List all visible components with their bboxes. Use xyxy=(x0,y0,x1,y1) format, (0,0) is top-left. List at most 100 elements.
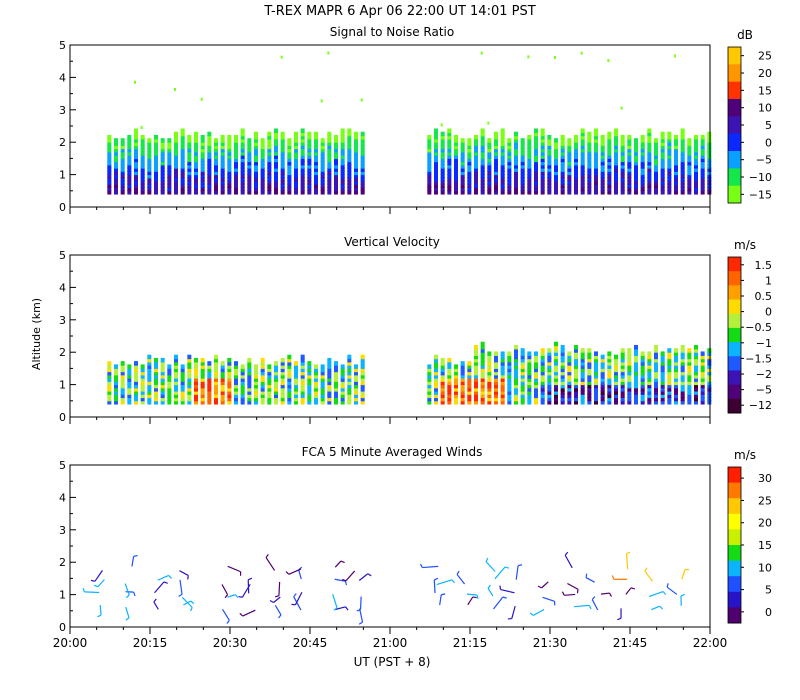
heatmap-cell xyxy=(154,357,158,363)
heatmap-cell xyxy=(480,400,485,405)
heatmap-cell xyxy=(600,164,605,169)
heatmap-cell xyxy=(214,147,218,153)
heatmap-cell xyxy=(607,138,612,143)
y-tick-label: 0 xyxy=(59,201,66,214)
heatmap-cell xyxy=(667,154,672,159)
wind-barb xyxy=(157,574,169,581)
heatmap-cell xyxy=(460,393,465,399)
y-tick-label: 1 xyxy=(59,589,66,602)
heatmap-cell xyxy=(200,170,205,176)
heatmap-cell xyxy=(574,183,578,189)
heatmap-cell xyxy=(134,374,138,379)
heatmap-cell xyxy=(460,370,465,376)
heatmap-cell xyxy=(567,400,572,405)
heatmap-cell xyxy=(334,364,338,369)
heatmap-cell xyxy=(500,361,505,366)
heatmap-cell xyxy=(660,396,665,402)
wind-barb-feather xyxy=(125,617,130,621)
heatmap-cell xyxy=(594,383,598,389)
heatmap-cell xyxy=(207,131,212,137)
heatmap-cell xyxy=(454,144,458,150)
wind-barb xyxy=(222,609,230,621)
heatmap-cell xyxy=(600,180,605,185)
heatmap-cell xyxy=(267,131,272,137)
heatmap-cell xyxy=(454,390,458,395)
heatmap-cell xyxy=(487,154,492,159)
heatmap-cell xyxy=(187,167,192,172)
heatmap-cell xyxy=(254,167,258,172)
heatmap-cell xyxy=(174,396,178,402)
heatmap-cell xyxy=(694,344,698,350)
heatmap-cell xyxy=(187,170,192,176)
heatmap-cell xyxy=(134,387,138,392)
heatmap-cell xyxy=(640,400,645,405)
heatmap-cell xyxy=(214,354,218,360)
heatmap-cell xyxy=(280,173,285,179)
heatmap-cell xyxy=(560,154,565,159)
heatmap-cell xyxy=(660,354,665,360)
colorbar-swatch xyxy=(728,370,741,386)
heatmap-cell xyxy=(320,380,325,386)
heatmap-cell xyxy=(300,183,305,189)
heatmap-cell xyxy=(694,367,698,373)
heatmap-cell xyxy=(700,186,705,192)
heatmap-cell xyxy=(687,180,692,185)
heatmap-cell xyxy=(587,351,592,356)
heatmap-cell xyxy=(614,167,618,172)
heatmap-cell xyxy=(500,131,505,137)
heatmap-cell xyxy=(280,131,285,137)
heatmap-cell xyxy=(554,357,558,363)
heatmap-cell xyxy=(674,160,678,166)
heatmap-cell xyxy=(180,400,185,405)
heatmap-cell xyxy=(667,160,672,166)
heatmap-cell xyxy=(260,364,265,369)
heatmap-cell xyxy=(427,160,432,166)
heatmap-cell xyxy=(147,170,152,176)
heatmap-cell xyxy=(514,387,518,392)
heatmap-cell xyxy=(254,170,258,176)
heatmap-cell xyxy=(300,147,305,153)
heatmap-cell xyxy=(434,173,438,179)
heatmap-cell xyxy=(180,173,185,179)
heatmap-cell xyxy=(314,141,318,146)
heatmap-cell xyxy=(547,138,552,143)
heatmap-cell xyxy=(667,374,672,379)
heatmap-cell xyxy=(134,364,138,369)
heatmap-cell xyxy=(634,138,638,143)
heatmap-cell xyxy=(554,361,558,366)
heatmap-cell xyxy=(534,128,538,133)
heatmap-cell xyxy=(520,190,525,195)
heatmap-cell xyxy=(540,151,545,156)
heatmap-cell xyxy=(140,154,145,159)
heatmap-cell xyxy=(587,390,592,395)
heatmap-cell xyxy=(460,186,465,192)
heatmap-cell xyxy=(627,361,632,366)
heatmap-cell xyxy=(667,370,672,376)
heatmap-cell xyxy=(647,383,652,389)
heatmap-cell xyxy=(480,361,485,366)
heatmap-cell xyxy=(620,377,625,382)
heatmap-cell xyxy=(574,390,578,395)
heatmap-cell xyxy=(700,177,705,182)
heatmap-cell xyxy=(547,157,552,163)
heatmap-cell xyxy=(687,151,692,156)
heatmap-cell xyxy=(354,131,358,137)
wind-barb xyxy=(666,586,678,595)
heatmap-cell xyxy=(314,167,318,172)
heatmap-cell xyxy=(200,357,205,363)
heatmap-cell xyxy=(434,354,438,360)
heatmap-cell xyxy=(347,387,352,392)
heatmap-cell xyxy=(207,154,212,159)
heatmap-cell xyxy=(140,183,145,189)
heatmap-cell xyxy=(694,141,698,146)
heatmap-cell xyxy=(180,190,185,195)
heatmap-cell xyxy=(694,190,698,195)
heatmap-cell xyxy=(287,147,292,153)
heatmap-cell xyxy=(674,370,678,376)
heatmap-cell xyxy=(567,393,572,399)
heatmap-cell xyxy=(474,141,478,146)
heatmap-cell xyxy=(674,387,678,392)
heatmap-cell xyxy=(707,393,712,399)
heatmap-cell xyxy=(527,377,532,382)
heatmap-cell xyxy=(694,160,698,166)
